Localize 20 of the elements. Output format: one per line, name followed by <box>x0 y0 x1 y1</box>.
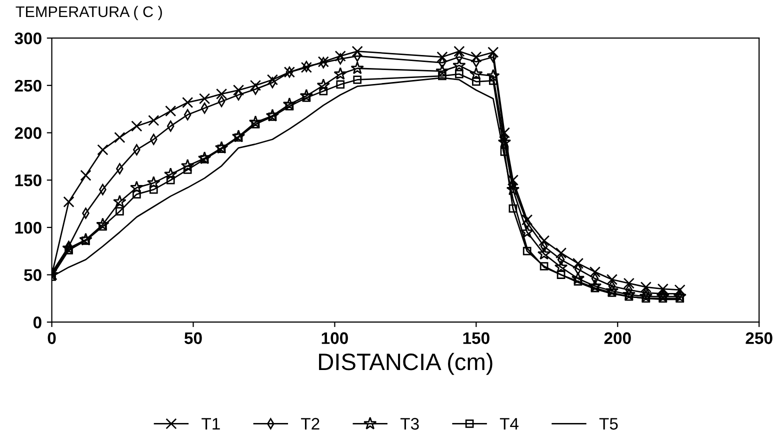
y-tick-label: 250 <box>14 80 42 92</box>
y-tick-label: 300 <box>14 32 42 44</box>
legend-label: T5 <box>599 418 618 430</box>
x-tick-label: 250 <box>746 332 772 344</box>
y-tick-label: 100 <box>15 222 42 234</box>
y-tick-label: 0 <box>33 316 42 328</box>
x-tick-label: 50 <box>184 332 202 344</box>
legend-label: T2 <box>301 418 320 430</box>
legend-label: T1 <box>202 418 220 430</box>
y-tick-label: 50 <box>24 269 42 281</box>
x-axis-title: DISTANCIA (cm) <box>319 352 492 375</box>
legend-label: T4 <box>500 418 519 430</box>
legend-label: T3 <box>400 418 419 430</box>
x-tick-label: 200 <box>604 332 631 344</box>
x-tick-label: 0 <box>48 332 56 344</box>
x-tick-label: 150 <box>463 332 490 344</box>
y-tick-label: 200 <box>14 127 42 139</box>
y-tick-label: 150 <box>15 174 42 186</box>
x-tick-label: 100 <box>322 332 348 344</box>
y-axis-title: TEMPERATURA ( C ) <box>16 6 162 20</box>
